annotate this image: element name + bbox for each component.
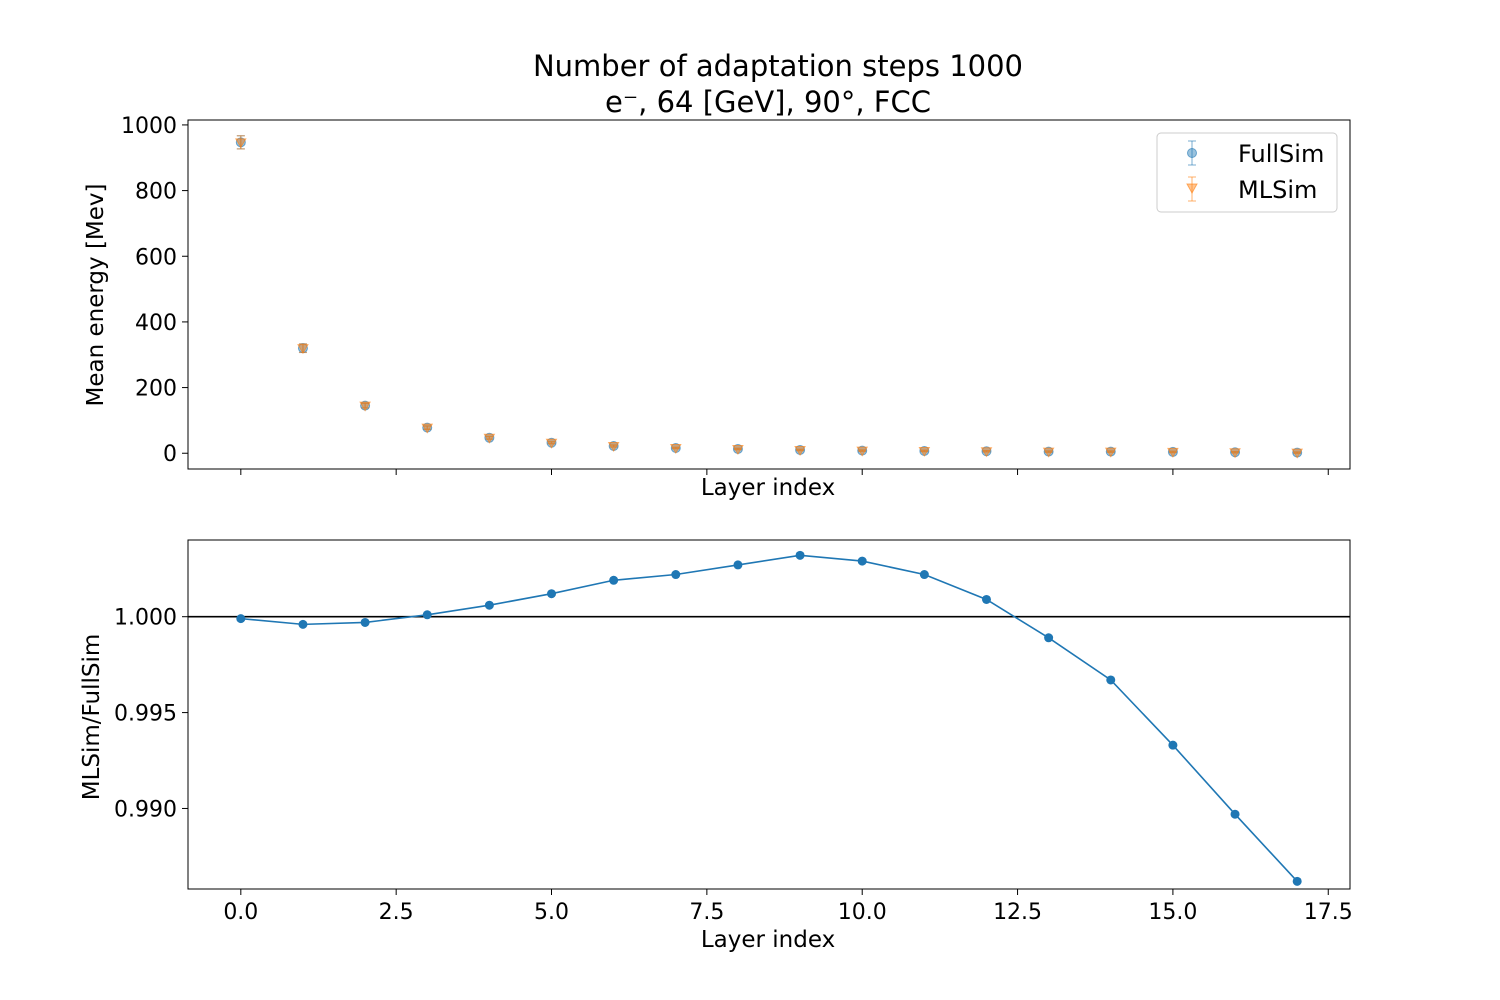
ratio-point xyxy=(236,614,246,624)
ratio-y-axis-label: MLSim/FullSim xyxy=(79,634,105,801)
chart-title-line1: Number of adaptation steps 1000 xyxy=(533,49,1023,83)
energy-x-axis-label: Layer index xyxy=(701,475,835,501)
mlsim-point xyxy=(794,445,806,456)
mlsim-point xyxy=(359,401,371,412)
ratio-point xyxy=(1230,809,1240,819)
energy-x-ticks xyxy=(240,469,1329,475)
energy-y-tick-label: 800 xyxy=(135,180,177,205)
ratio-point xyxy=(919,570,929,580)
ratio-point xyxy=(547,589,557,599)
mlsim-point xyxy=(732,444,744,455)
ratio-point xyxy=(484,600,494,610)
ratio-x-ticks: 0.0 2.5 5.0 7.5 10.0 12.5 15.0 17.5 xyxy=(223,889,1353,925)
mlsim-point xyxy=(1167,447,1179,458)
energy-marks xyxy=(234,135,1304,459)
ratio-point xyxy=(360,617,370,627)
energy-y-tick-label: 1000 xyxy=(121,114,177,139)
energy-y-tick-label: 600 xyxy=(135,245,177,270)
ratio-point xyxy=(795,550,805,560)
ratio-x-tick-label: 17.5 xyxy=(1304,900,1353,925)
legend-fullsim-marker xyxy=(1187,140,1197,166)
ratio-point xyxy=(422,610,432,620)
energy-panel: 0 200 400 600 800 1000 Layer index Mean energ… xyxy=(83,114,1351,501)
ratio-point xyxy=(1044,633,1054,643)
ratio-point xyxy=(671,570,681,580)
ratio-y-tick-label: 1.000 xyxy=(114,606,177,631)
ratio-axes-frame xyxy=(187,539,1351,890)
ratio-point xyxy=(1168,740,1178,750)
legend-mlsim-marker xyxy=(1186,176,1198,202)
ratio-marks xyxy=(236,550,1302,886)
legend-box xyxy=(1156,132,1338,213)
ratio-x-axis-label: Layer index xyxy=(701,927,835,953)
ratio-x-tick-label: 2.5 xyxy=(379,900,414,925)
mlsim-point xyxy=(980,447,993,458)
ratio-x-tick-label: 0.0 xyxy=(223,900,258,925)
legend-fullsim-label: FullSim xyxy=(1238,140,1324,168)
ratio-x-tick-label: 5.0 xyxy=(534,900,569,925)
ratio-x-tick-label: 12.5 xyxy=(993,900,1042,925)
mlsim-point xyxy=(1042,447,1055,458)
energy-y-tick-label: 400 xyxy=(135,311,177,336)
ratio-x-tick-label: 15.0 xyxy=(1148,900,1197,925)
ratio-point xyxy=(981,594,991,604)
mlsim-point xyxy=(421,423,434,434)
mlsim-point xyxy=(918,446,931,457)
ratio-series-line xyxy=(240,554,1298,882)
mlsim-point xyxy=(1104,447,1117,458)
mlsim-point xyxy=(669,443,682,454)
ratio-y-ticks: 0.990 0.995 1.000 xyxy=(114,606,188,822)
ratio-point xyxy=(1106,675,1116,685)
mlsim-point xyxy=(545,438,558,449)
mlsim-point xyxy=(856,446,869,457)
mlsim-point xyxy=(1229,448,1241,459)
mlsim-point xyxy=(297,344,309,355)
ratio-point xyxy=(733,560,743,570)
energy-y-ticks: 0 200 400 600 800 1000 xyxy=(121,114,188,467)
energy-y-tick-label: 0 xyxy=(163,442,177,467)
ratio-x-tick-label: 10.0 xyxy=(838,900,887,925)
ratio-y-tick-label: 0.995 xyxy=(114,702,177,727)
ratio-point xyxy=(298,619,308,629)
ratio-y-tick-label: 0.990 xyxy=(114,797,177,822)
mlsim-point xyxy=(1291,448,1304,459)
ratio-point xyxy=(1292,876,1302,886)
ratio-point xyxy=(609,575,619,585)
mlsim-point xyxy=(607,442,620,453)
ratio-panel: 0.990 0.995 1.000 0.0 2.5 5.0 7.5 10.0 12.5 15.0… xyxy=(79,539,1353,953)
energy-axes-frame xyxy=(187,119,1351,470)
legend-mlsim-label: MLSim xyxy=(1238,176,1317,204)
legend: FullSim MLSim xyxy=(1156,132,1338,213)
mlsim-point xyxy=(234,138,247,149)
mlsim-point xyxy=(483,433,496,444)
ratio-x-tick-label: 7.5 xyxy=(689,900,724,925)
chart-title-line2: e⁻, 64 [GeV], 90°, FCC xyxy=(605,85,931,119)
energy-y-axis-label: Mean energy [Mev] xyxy=(83,184,109,407)
ratio-point xyxy=(857,556,867,566)
energy-y-tick-label: 200 xyxy=(135,377,177,402)
